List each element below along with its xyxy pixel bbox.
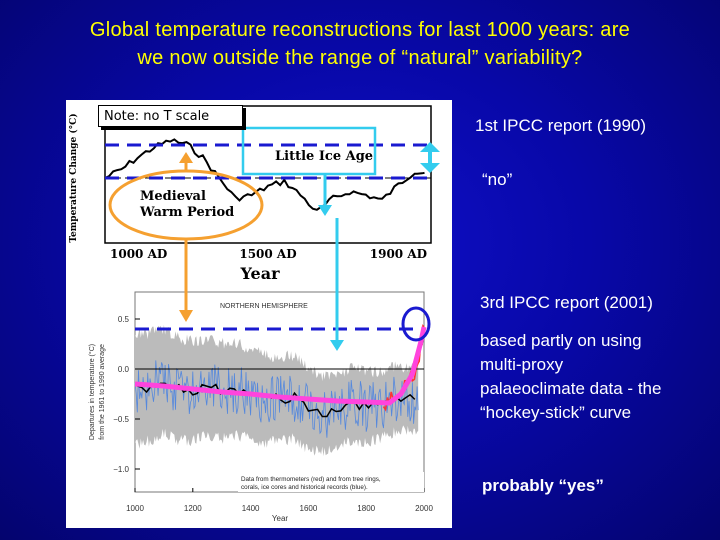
title-line-2: we now outside the range of “natural” va… xyxy=(137,47,583,69)
ipcc3-label: 3rd IPCC report (2001) xyxy=(480,293,653,312)
chart-2001-x-tick-label: 1000 xyxy=(126,504,144,513)
title-line-1: Global temperature reconstructions for l… xyxy=(89,19,631,41)
note-box: Note: no T scale xyxy=(98,105,243,127)
hockey-stick-overlay-line xyxy=(134,326,427,406)
range-double-arrow-head-up xyxy=(420,142,440,152)
ipcc3-desc-line: “hockey-stick” curve xyxy=(480,403,632,422)
chart-2001: −1.0 −0.5 0.0 0.5 1000 1200 1400 1600 1800 2000 Ye… xyxy=(88,291,433,523)
chart-2001-proxy-annual-series xyxy=(134,360,419,438)
chart-1990-x-tick-label: 1500 AD xyxy=(239,247,296,261)
ipcc1-answer: “no” xyxy=(482,170,513,189)
chart-2001-panel-label: NORTHERN HEMISPHERE xyxy=(220,303,308,310)
chart-2001-proxy-smoothed-series xyxy=(137,382,416,418)
chart-2001-y-tick-label: 0.0 xyxy=(118,365,130,374)
chart-2001-x-tick-label: 1200 xyxy=(184,504,202,513)
cyan-arrow-head xyxy=(318,205,332,216)
chart-2001-legend-box xyxy=(238,472,424,492)
chart-2001-y-axis-label-line2: from the 1961 to 1990 average xyxy=(99,344,106,440)
chart-1990-x-tick-label: 1900 AD xyxy=(370,247,427,261)
orange-arrow-down-head xyxy=(179,310,193,322)
chart-2001-y-tick-label: −0.5 xyxy=(113,415,129,424)
chart-1990-x-tick-label: 1000 AD xyxy=(110,247,167,261)
ipcc3-desc: based partly on using multi-proxy palaeo… xyxy=(480,329,661,425)
chart-2001-x-tick-label: 1400 xyxy=(242,504,260,513)
chart-2001-x-tick-label: 1600 xyxy=(300,504,318,513)
range-double-arrow-head-down xyxy=(420,163,440,173)
chart-2001-y-tick-label: 0.5 xyxy=(118,315,130,324)
chart-1990-frame xyxy=(104,105,432,244)
ipcc3-desc-line: multi-proxy xyxy=(480,355,564,374)
orange-arrow-up-head xyxy=(179,152,193,163)
slide-title: Global temperature reconstructions for l… xyxy=(10,16,710,72)
ipcc3-desc-line: based partly on using xyxy=(480,331,642,350)
chart-2001-legend-text: Data from thermometers (red) and from tr… xyxy=(241,476,381,483)
chart-2001-y-tick-label: −1.0 xyxy=(113,465,129,474)
ipcc3-answer: probably “yes” xyxy=(482,476,604,495)
little-ice-age-highlight-box xyxy=(241,126,377,176)
chart-1990-y-axis-label: Temperature Change (°C) xyxy=(68,113,79,242)
recent-warming-highlight-circle xyxy=(401,306,431,342)
ipcc1-label: 1st IPCC report (1990) xyxy=(475,116,647,135)
chart-2001-legend-text: corals, ice cores and historical records… xyxy=(241,484,368,491)
ipcc3-desc-line: palaeoclimate data - the xyxy=(480,379,662,398)
chart-1990-annotation-medieval-line1: Medieval xyxy=(140,189,206,204)
slide-annotations xyxy=(105,126,440,406)
chart-2001-y-axis-label-line1: Departures in temperature (°C) xyxy=(88,344,96,440)
chart-2001-x-axis-label: Year xyxy=(272,514,289,523)
chart-1990-annotation-little-ice-age: Little Ice Age xyxy=(275,149,373,164)
chart-1990-series-line xyxy=(104,138,425,211)
chart-1990-annotation-medieval-line2: Warm Period xyxy=(139,205,234,220)
cyan-arrow-head-lower xyxy=(330,340,344,351)
chart-1990-x-axis-label: Year xyxy=(239,264,280,283)
chart-2001-x-tick-label: 1800 xyxy=(357,504,375,513)
chart-2001-x-tick-label: 2000 xyxy=(415,504,433,513)
